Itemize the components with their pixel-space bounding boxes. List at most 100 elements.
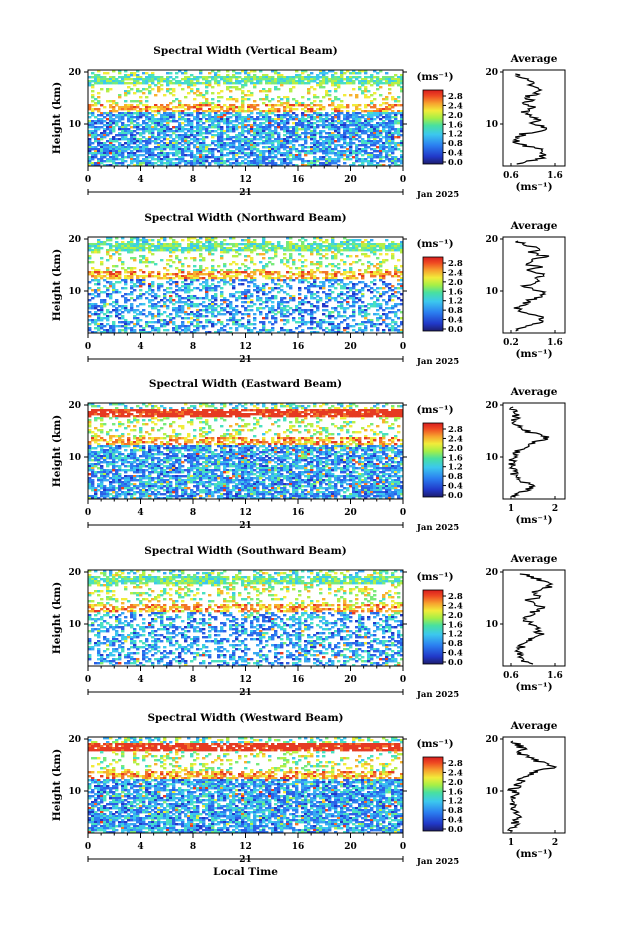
- average-y-tick-label: 10: [485, 287, 498, 297]
- average-y-tick-label: 20: [485, 235, 498, 245]
- average-profile-line: [509, 407, 549, 497]
- average-x-tick-label: 1.6: [547, 338, 563, 348]
- x-tick-label: 12: [239, 175, 252, 185]
- panel-4: Spectral Width (Southward Beam) 20 10 Heigh…: [51, 545, 565, 700]
- date-day: 21: [239, 855, 252, 865]
- x-tick-label: 8: [190, 675, 196, 685]
- heatmap: [88, 570, 403, 666]
- average-y-tick-label: 10: [485, 120, 498, 130]
- date-month: Jan 2025: [416, 357, 459, 367]
- date-day: 21: [239, 688, 252, 698]
- x-tick-label: 0: [400, 842, 406, 852]
- average-y-tick-label: 20: [485, 735, 498, 745]
- average-frame: [503, 403, 565, 499]
- x-tick-label: 20: [344, 175, 357, 185]
- colorbar: [423, 757, 443, 831]
- date-day: 21: [239, 355, 252, 365]
- heatmap: [88, 70, 403, 166]
- heatmap: [88, 237, 403, 333]
- y-axis-label: Height (km): [51, 582, 63, 654]
- y-tick-label: 10: [68, 620, 81, 630]
- colorbar: [423, 90, 443, 164]
- panel-1: Spectral Width (Vertical Beam)2010Height…: [51, 45, 565, 200]
- x-tick-label: 0: [85, 675, 91, 685]
- x-tick-label: 0: [85, 508, 91, 518]
- colorbar-tick-label: 0.0: [448, 825, 463, 835]
- average-frame: [503, 570, 565, 666]
- date-month: Jan 2025: [416, 523, 459, 533]
- y-axis-label: Height (km): [51, 82, 63, 154]
- x-tick-label: 12: [239, 342, 252, 352]
- y-axis-label: Height (km): [51, 415, 63, 487]
- average-y-tick-label: 10: [485, 453, 498, 463]
- y-tick-label: 10: [68, 287, 81, 297]
- figure-svg: Spectral Width (Vertical Beam)2010Height…: [0, 0, 617, 929]
- x-tick-label: 16: [292, 842, 305, 852]
- average-frame: [503, 737, 565, 833]
- average-y-tick-label: 10: [485, 620, 498, 630]
- date-month: Jan 2025: [416, 857, 459, 867]
- panel-title: Spectral Width (Southward Beam): [144, 545, 346, 557]
- y-axis-label: Height (km): [51, 249, 63, 321]
- x-tick-label: 4: [137, 675, 143, 685]
- average-x-tick-label: 0.6: [503, 671, 519, 681]
- colorbar: [423, 590, 443, 664]
- panel-title: Spectral Width (Westward Beam): [147, 712, 343, 724]
- average-unit: (ms⁻¹): [515, 681, 552, 693]
- x-tick-label: 0: [85, 842, 91, 852]
- x-tick-label: 8: [190, 508, 196, 518]
- colorbar-tick-label: 0.0: [448, 658, 463, 668]
- x-tick-label: 20: [344, 508, 357, 518]
- colorbar-unit: (ms⁻¹): [416, 404, 453, 416]
- average-y-tick-label: 20: [485, 568, 498, 578]
- average-title: Average: [510, 386, 558, 398]
- panel-title: Spectral Width (Northward Beam): [144, 212, 346, 224]
- average-profile-line: [513, 74, 547, 164]
- average-x-tick-label: 2: [552, 504, 558, 514]
- heatmap: [88, 403, 403, 499]
- x-tick-label: 0: [85, 175, 91, 185]
- panel-2: Spectral Width (Northward Beam) 20 10 Heigh…: [51, 212, 565, 367]
- average-x-tick-label: 1.6: [547, 671, 563, 681]
- average-unit: (ms⁻¹): [515, 848, 552, 860]
- average-x-tick-label: 0.6: [503, 171, 519, 181]
- x-tick-label: 8: [190, 342, 196, 352]
- y-tick-label: 10: [68, 453, 81, 463]
- average-profile-line: [514, 241, 549, 331]
- colorbar-tick-label: 0.0: [448, 325, 463, 335]
- average-profile-line: [508, 741, 556, 831]
- x-tick-label: 8: [190, 842, 196, 852]
- x-tick-label: 16: [292, 508, 305, 518]
- average-profile-line: [516, 574, 553, 664]
- x-tick-label: 0: [400, 508, 406, 518]
- x-tick-label: 4: [137, 508, 143, 518]
- panel-3: Spectral Width (Eastward Beam)2010Height…: [51, 378, 565, 533]
- heatmap: [88, 737, 403, 833]
- average-title: Average: [510, 220, 558, 232]
- x-tick-label: 0: [400, 175, 406, 185]
- average-x-tick-label: 1: [508, 504, 514, 514]
- average-y-tick-label: 20: [485, 401, 498, 411]
- average-title: Average: [510, 720, 558, 732]
- x-tick-label: 16: [292, 342, 305, 352]
- colorbar-unit: (ms⁻¹): [416, 71, 453, 83]
- average-unit: (ms⁻¹): [515, 181, 552, 193]
- y-axis-label: Height (km): [51, 749, 63, 821]
- average-unit: (ms⁻¹): [515, 514, 552, 526]
- y-tick-label: 20: [68, 401, 81, 411]
- x-tick-label: 12: [239, 842, 252, 852]
- average-y-tick-label: 20: [485, 68, 498, 78]
- average-title: Average: [510, 53, 558, 65]
- colorbar-unit: (ms⁻¹): [416, 571, 453, 583]
- x-tick-label: 4: [137, 842, 143, 852]
- x-tick-label: 12: [239, 675, 252, 685]
- y-tick-label: 20: [68, 235, 81, 245]
- x-tick-label: 16: [292, 675, 305, 685]
- x-tick-label: 4: [137, 175, 143, 185]
- average-x-tick-label: 0.2: [503, 338, 519, 348]
- colorbar-tick-label: 0.0: [448, 158, 463, 168]
- average-x-tick-label: 1.6: [547, 171, 563, 181]
- x-tick-label: 20: [344, 342, 357, 352]
- colorbar-tick-label: 0.0: [448, 491, 463, 501]
- y-tick-label: 20: [68, 568, 81, 578]
